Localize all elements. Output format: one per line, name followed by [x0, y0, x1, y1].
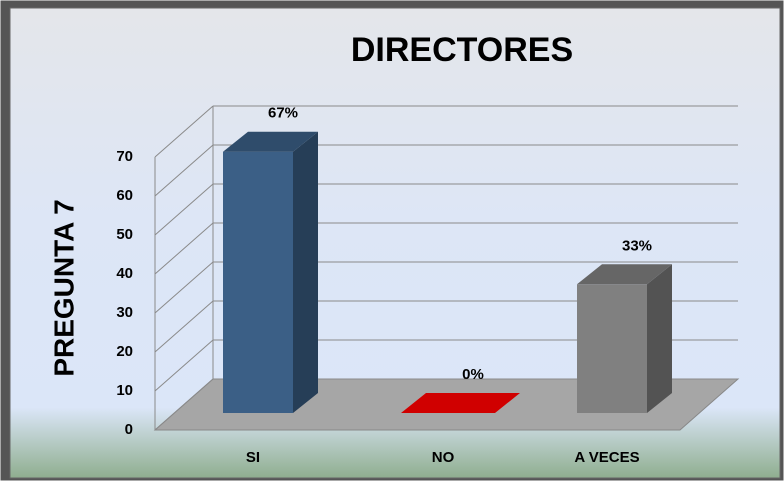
y-tick-label: 10	[116, 382, 133, 399]
y-tick-label: 30	[116, 304, 133, 321]
bar-side	[647, 264, 672, 413]
side-grid-line	[154, 222, 214, 275]
x-tick-label: A VECES	[574, 449, 639, 466]
side-grid-line	[154, 378, 214, 431]
value-label: 67%	[268, 105, 298, 122]
bar-front	[577, 284, 647, 413]
side-grid-line	[154, 105, 214, 158]
y-tick-label: 50	[116, 226, 133, 243]
chart-title: DIRECTORES	[351, 31, 573, 69]
bar-front	[223, 151, 293, 413]
x-tick-label: NO	[432, 449, 455, 466]
side-grid-line	[154, 144, 214, 197]
side-grid-line	[154, 183, 214, 236]
y-axis-title: PREGUNTA 7	[48, 199, 79, 376]
bar-top	[401, 393, 520, 413]
value-label: 33%	[622, 237, 652, 254]
side-grid-line	[154, 339, 214, 392]
side-grid-line	[154, 300, 214, 353]
bar-top	[577, 264, 672, 285]
bar-top	[223, 131, 318, 152]
y-tick-label: 20	[116, 343, 133, 360]
y-tick-label: 70	[116, 148, 133, 165]
x-tick-label: SI	[246, 449, 260, 466]
y-tick-label: 60	[116, 187, 133, 204]
y-tick-label: 40	[116, 265, 133, 282]
bar-side	[293, 131, 318, 413]
y-tick-label: 0	[125, 421, 133, 438]
value-label: 0%	[462, 366, 484, 383]
side-grid-line	[154, 261, 214, 314]
